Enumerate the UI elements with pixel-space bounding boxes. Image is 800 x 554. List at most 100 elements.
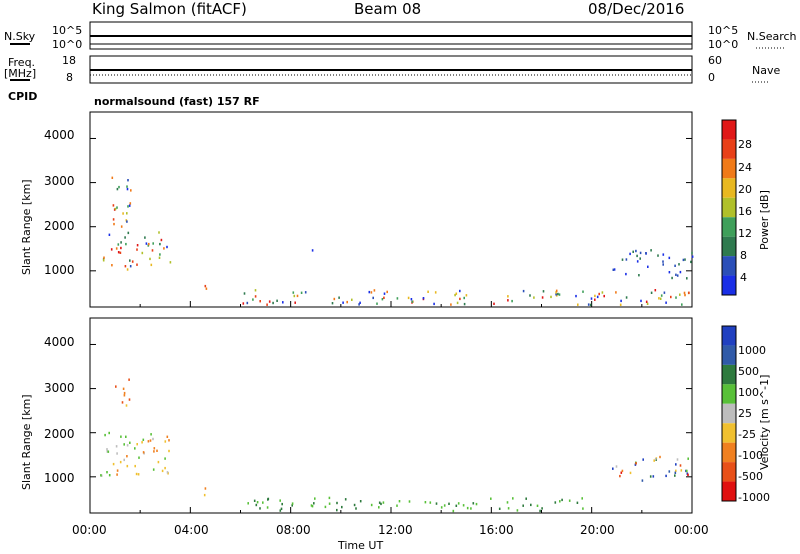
velocity-cell: [279, 499, 281, 502]
power-cell: [603, 294, 605, 298]
power-cell: [533, 296, 535, 299]
velocity-cell: [166, 471, 169, 474]
power-cell: [149, 257, 151, 261]
velocity-cell: [281, 502, 283, 506]
xtick-0400: 04:00: [174, 523, 209, 537]
velocity-cell: [116, 452, 118, 455]
power-cell: [141, 251, 144, 255]
power-colorbar-swatch: [722, 139, 736, 159]
velocity-cell: [152, 468, 155, 471]
velocity-cell: [355, 507, 357, 510]
power-cell: [613, 268, 616, 271]
velocity-cell: [582, 507, 584, 510]
velocity-cell: [680, 469, 683, 472]
velocity-ytick-2000: 2000: [44, 427, 75, 441]
velocity-cell: [634, 463, 637, 466]
power-cell: [111, 264, 113, 267]
power-cell: [127, 205, 129, 208]
nsearch-tick-high: 10^5: [708, 24, 739, 37]
nsky-label: N.Sky: [4, 30, 36, 43]
power-colorbar-swatch: [722, 275, 736, 295]
velocity-cell: [679, 464, 682, 467]
power-cell: [396, 297, 399, 300]
power-cb-tick-8: 8: [740, 249, 747, 262]
power-cell: [159, 242, 161, 246]
power-cell: [427, 290, 429, 293]
power-colorbar-swatch: [722, 120, 736, 140]
velocity-cell: [128, 378, 130, 381]
power-cell: [507, 299, 509, 302]
velocity-cell: [311, 505, 314, 508]
velocity-cell: [256, 501, 259, 504]
velocity-cell: [539, 509, 541, 513]
power-cell: [410, 298, 413, 301]
power-cell: [147, 244, 150, 247]
power-cell: [145, 242, 148, 245]
xtick-0800: 08:00: [276, 523, 311, 537]
velocity-cell: [100, 474, 102, 477]
power-cell: [114, 207, 117, 211]
power-cell: [246, 301, 249, 305]
power-cell: [422, 297, 425, 300]
velocity-cell: [112, 462, 115, 466]
xtick-1600: 16:00: [479, 523, 514, 537]
power-cell: [645, 252, 647, 255]
power-cell: [166, 245, 168, 249]
velocity-cell: [126, 444, 129, 447]
velocity-colorbar-swatch: [722, 462, 736, 482]
velocity-cell: [119, 460, 122, 464]
power-cell: [243, 292, 246, 295]
velocity-cell: [336, 501, 338, 505]
velocity-cell: [153, 447, 156, 450]
power-cell: [338, 296, 340, 299]
power-cell: [300, 291, 303, 294]
velocity-cell: [470, 507, 472, 510]
power-cell: [152, 242, 154, 245]
power-cell: [650, 291, 653, 294]
power-cell: [660, 294, 663, 297]
power-cell: [144, 236, 146, 239]
velocity-cell: [168, 439, 170, 442]
velocity-cell: [525, 497, 527, 500]
power-cell: [111, 176, 114, 179]
power-cell: [675, 273, 677, 276]
velocity-cell: [659, 455, 661, 459]
power-cell: [668, 271, 671, 274]
velocity-cell: [106, 450, 109, 453]
power-cell: [529, 294, 531, 297]
power-cell: [686, 277, 688, 280]
power-cell: [639, 251, 642, 255]
velocity-cell: [104, 433, 106, 437]
power-cell: [682, 258, 685, 262]
power-colorbar-frame: [721, 119, 737, 296]
velocity-cell: [675, 463, 677, 466]
power-cell: [372, 296, 374, 300]
power-cell: [654, 289, 657, 292]
power-cell: [456, 301, 459, 305]
power-cell: [684, 258, 686, 261]
power-cell: [542, 290, 545, 293]
velocity-cell: [328, 496, 331, 500]
power-cell: [254, 295, 257, 298]
power-colorbar-swatch: [722, 236, 736, 257]
power-cell: [587, 303, 590, 306]
velocity-cell: [408, 500, 411, 503]
velocity-cell: [291, 502, 294, 505]
velocity-cell: [164, 466, 166, 470]
power-cell: [555, 291, 557, 294]
velocity-cell: [136, 443, 138, 446]
velocity-cell: [649, 475, 652, 478]
power-cell: [555, 289, 558, 292]
nsky-tick-high: 10^5: [52, 24, 83, 37]
power-cell: [646, 302, 649, 305]
power-cell: [455, 292, 458, 295]
velocity-colorbar-swatch: [722, 326, 736, 346]
power-cell: [577, 303, 579, 306]
power-cell: [169, 261, 172, 264]
velocity-cell: [378, 501, 381, 504]
velocity-cell: [654, 458, 657, 461]
velocity-cell: [161, 469, 164, 473]
velocity-cell: [674, 474, 676, 477]
velocity-cell: [142, 438, 145, 441]
velocity-cell: [137, 473, 140, 476]
